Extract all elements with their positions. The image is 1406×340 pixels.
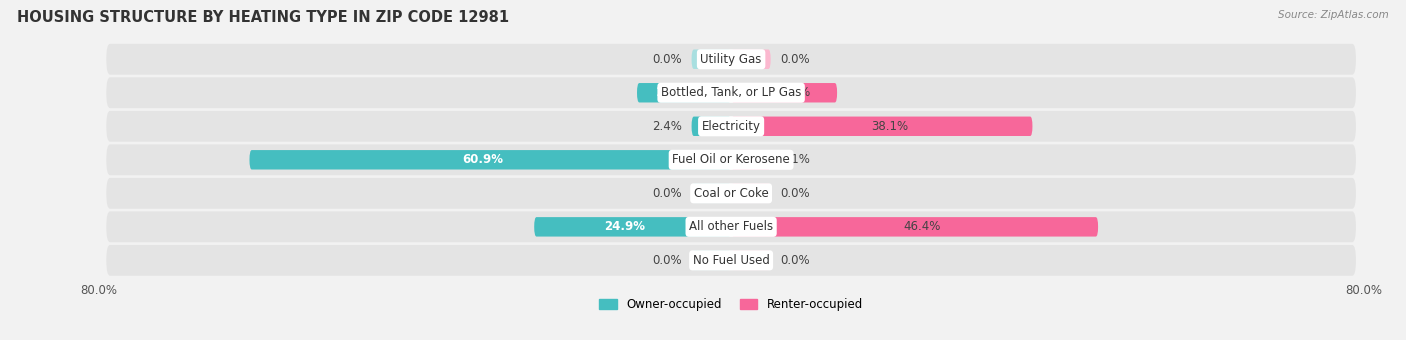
Text: 0.0%: 0.0%	[652, 187, 682, 200]
FancyBboxPatch shape	[731, 83, 837, 102]
Legend: Owner-occupied, Renter-occupied: Owner-occupied, Renter-occupied	[595, 293, 868, 316]
FancyBboxPatch shape	[731, 251, 770, 270]
Text: 0.0%: 0.0%	[652, 53, 682, 66]
FancyBboxPatch shape	[731, 117, 1032, 136]
FancyBboxPatch shape	[731, 150, 770, 170]
FancyBboxPatch shape	[637, 83, 731, 102]
Text: 13.4%: 13.4%	[773, 86, 811, 99]
FancyBboxPatch shape	[107, 77, 1355, 108]
FancyBboxPatch shape	[534, 217, 731, 237]
FancyBboxPatch shape	[107, 211, 1355, 242]
Text: 38.1%: 38.1%	[872, 120, 908, 133]
Text: HOUSING STRUCTURE BY HEATING TYPE IN ZIP CODE 12981: HOUSING STRUCTURE BY HEATING TYPE IN ZIP…	[17, 10, 509, 25]
FancyBboxPatch shape	[731, 217, 1098, 237]
FancyBboxPatch shape	[107, 44, 1355, 75]
FancyBboxPatch shape	[107, 178, 1355, 209]
FancyBboxPatch shape	[107, 144, 1355, 175]
Text: 0.0%: 0.0%	[780, 254, 810, 267]
Text: No Fuel Used: No Fuel Used	[693, 254, 769, 267]
Text: 0.0%: 0.0%	[780, 53, 810, 66]
FancyBboxPatch shape	[107, 245, 1355, 276]
Text: 24.9%: 24.9%	[605, 220, 645, 233]
FancyBboxPatch shape	[692, 184, 731, 203]
FancyBboxPatch shape	[249, 150, 731, 170]
Text: 0.0%: 0.0%	[780, 187, 810, 200]
FancyBboxPatch shape	[731, 50, 770, 69]
Text: 2.1%: 2.1%	[780, 153, 810, 166]
Text: 11.9%: 11.9%	[655, 86, 696, 99]
Text: All other Fuels: All other Fuels	[689, 220, 773, 233]
Text: 60.9%: 60.9%	[463, 153, 503, 166]
FancyBboxPatch shape	[692, 50, 731, 69]
Text: Electricity: Electricity	[702, 120, 761, 133]
Text: Source: ZipAtlas.com: Source: ZipAtlas.com	[1278, 10, 1389, 20]
Text: Utility Gas: Utility Gas	[700, 53, 762, 66]
Text: Coal or Coke: Coal or Coke	[693, 187, 769, 200]
FancyBboxPatch shape	[107, 111, 1355, 142]
Text: Bottled, Tank, or LP Gas: Bottled, Tank, or LP Gas	[661, 86, 801, 99]
Text: 46.4%: 46.4%	[904, 220, 941, 233]
FancyBboxPatch shape	[692, 117, 731, 136]
Text: 2.4%: 2.4%	[652, 120, 682, 133]
Text: Fuel Oil or Kerosene: Fuel Oil or Kerosene	[672, 153, 790, 166]
FancyBboxPatch shape	[692, 251, 731, 270]
Text: 0.0%: 0.0%	[652, 254, 682, 267]
FancyBboxPatch shape	[731, 184, 770, 203]
